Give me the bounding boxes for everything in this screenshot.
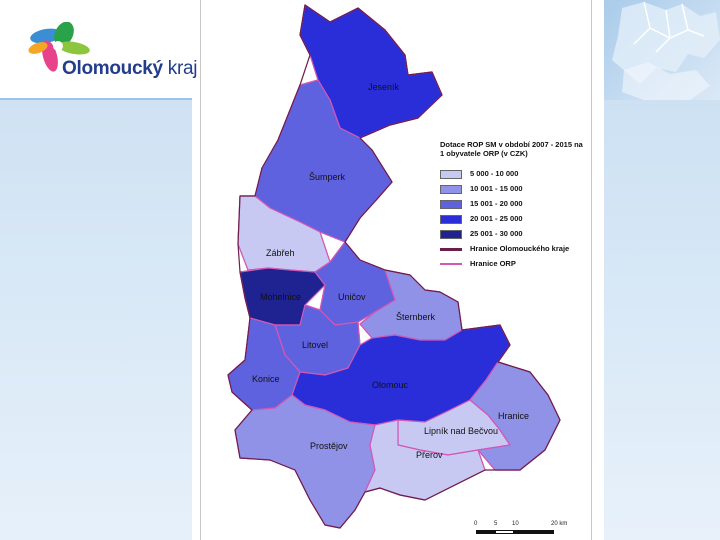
- flower-logo-icon: [28, 21, 90, 72]
- label-zabreh: Zábřeh: [266, 248, 295, 258]
- kraj-boundary: [227, 4, 561, 529]
- legend-row: 25 001 - 30 000: [440, 227, 590, 242]
- label-sternberk: Šternberk: [396, 312, 436, 322]
- legend-label: Hranice ORP: [470, 259, 516, 268]
- logo-wordmark: Olomoucký kraj: [62, 58, 197, 80]
- scale-label: 0: [474, 521, 478, 527]
- legend-label: 20 001 - 25 000: [470, 214, 523, 223]
- scale-segment: [476, 530, 495, 534]
- legend-boundary-line: [440, 248, 462, 251]
- right-top-decorative-map: [604, 0, 720, 100]
- legend-row: 20 001 - 25 000: [440, 212, 590, 227]
- logo-name-bold: Olomoucký: [62, 58, 163, 79]
- legend-row: Hranice Olomouckého kraje: [440, 242, 590, 257]
- legend-swatch: [440, 200, 462, 209]
- scale-label: 10: [512, 521, 519, 527]
- olomoucky-kraj-logo: Olomoucký kraj: [24, 21, 197, 82]
- legend-row: Hranice ORP: [440, 257, 590, 272]
- choropleth-map: Jeseník Šumperk Zábřeh Mohelnice Uničov …: [227, 4, 561, 529]
- label-prerov: Přerov: [416, 450, 443, 460]
- label-unicov: Uničov: [338, 292, 366, 302]
- label-olomouc: Olomouc: [372, 380, 409, 390]
- label-lipnik: Lipník nad Bečvou: [424, 426, 498, 436]
- legend-row: 15 001 - 20 000: [440, 197, 590, 212]
- scale-segment: [495, 530, 514, 534]
- label-jesenik: Jeseník: [368, 82, 400, 92]
- legend-swatch: [440, 215, 462, 224]
- label-konice: Konice: [252, 374, 280, 384]
- legend-swatch: [440, 230, 462, 239]
- scale-label: 20 km: [551, 521, 568, 527]
- legend-row: 10 001 - 15 000: [440, 182, 590, 197]
- left-decorative-panel: [0, 100, 192, 540]
- label-mohelnice: Mohelnice: [260, 292, 301, 302]
- logo-name-regular: kraj: [162, 58, 198, 79]
- scale-segment: [514, 530, 554, 534]
- legend-swatch: [440, 185, 462, 194]
- legend-label: 10 001 - 15 000: [470, 184, 523, 193]
- legend-row: 5 000 - 10 000: [440, 167, 590, 182]
- legend-label: 15 001 - 20 000: [470, 199, 523, 208]
- label-litovel: Litovel: [302, 340, 328, 350]
- legend-boundary-line: [440, 263, 462, 265]
- legend-label: 5 000 - 10 000: [470, 169, 519, 178]
- legend-label: 25 001 - 30 000: [470, 229, 523, 238]
- map-legend: Dotace ROP SM v období 2007 - 2015 na 1 …: [440, 140, 590, 272]
- legend-title: Dotace ROP SM v období 2007 - 2015 na 1 …: [440, 140, 583, 158]
- legend-swatch: [440, 170, 462, 179]
- scale-bar: 0 5 10 20 km: [474, 521, 570, 539]
- scale-label: 5: [494, 521, 498, 527]
- label-hranice: Hranice: [498, 411, 529, 421]
- left-top-rule: [0, 98, 192, 101]
- label-prostejov: Prostějov: [310, 441, 348, 451]
- legend-label: Hranice Olomouckého kraje: [470, 244, 570, 253]
- czech-outline-icon: [612, 1, 720, 100]
- right-decorative-panel: [604, 100, 720, 540]
- label-sumperk: Šumperk: [309, 172, 346, 182]
